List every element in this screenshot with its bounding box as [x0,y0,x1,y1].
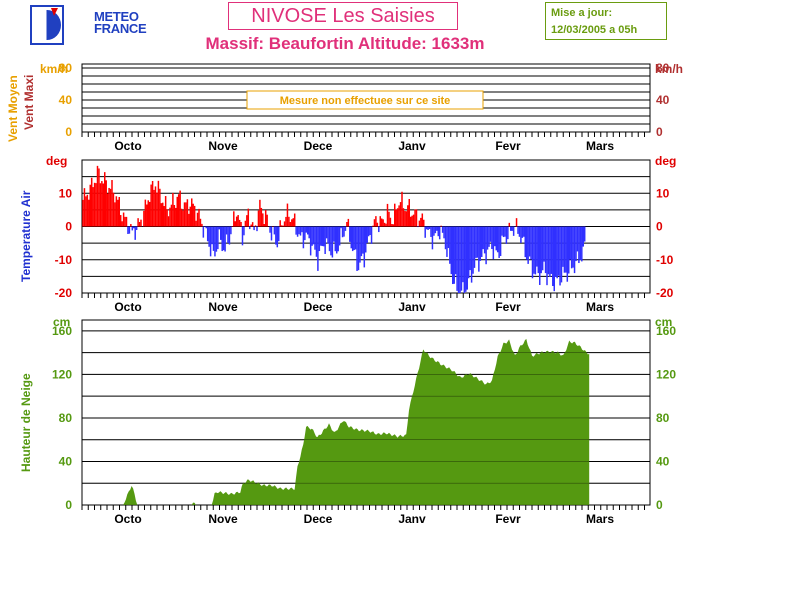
snow-tick-left: 40 [59,454,73,468]
wind-notice-text: Mesure non effectuee sur ce site [280,95,451,107]
snow-tick-right: 120 [656,367,676,381]
temp-panel: Octo Nove Dece Janv Fevr Mars -20 -20 -10 -10 0 0 10… [19,154,676,314]
snow-tick-left: 120 [52,367,72,381]
snow-ylabel: Hauteur de Neige [19,373,33,472]
wind-tick-left: 40 [59,93,73,107]
wind-month-label: Nove [208,139,238,153]
snow-panel: Octo Nove Dece Janv Fevr Mars 0 0 40 40 80 80 120 120… [19,315,676,526]
update-box: Mise a jour: 12/03/2005 a 05h [545,2,667,40]
wind-tick-left: 80 [59,61,73,75]
snow-tick-right: 0 [656,498,663,512]
logo-wordmark: METEO FRANCE [94,9,147,36]
snow-month-label: Octo [114,512,141,526]
temp-month-label: Mars [586,300,614,314]
station-title: NIVOSE Les Saisies [228,2,458,30]
snow-month-label: Nove [208,512,238,526]
snow-tick-left: 0 [65,498,72,512]
temp-month-label: Dece [304,300,333,314]
wind-ylabel-max: Vent Maxi [22,75,36,130]
logo-line-2: FRANCE [94,21,147,36]
temp-unit-left: deg [46,154,67,168]
wind-unit-left: km/h [40,62,68,76]
temp-month-label: Octo [114,300,141,314]
temp-unit-right: deg [655,154,676,168]
meteo-france-logo-icon [30,5,64,45]
temp-tick-right: 10 [656,186,670,200]
snow-tick-right: 80 [656,411,670,425]
temp-tick-right: -10 [656,253,674,267]
wind-month-label: Octo [114,139,141,153]
temp-ylabel: Temperature Air [19,190,33,282]
temp-tick-left: -20 [55,286,73,300]
temp-tick-left: 10 [59,186,73,200]
wind-month-label: Fevr [495,139,521,153]
wind-tick-left: 0 [65,125,72,139]
wind-tick-right: 80 [656,61,670,75]
snow-tick-right: 40 [656,454,670,468]
wind-month-label: Janv [398,139,426,153]
snow-tick-right: 160 [656,324,676,338]
wind-month-label: Dece [304,139,333,153]
wind-notice-box [246,90,484,110]
temp-month-label: Nove [208,300,238,314]
temp-month-label: Fevr [495,300,521,314]
temp-month-label: Janv [398,300,426,314]
temp-tick-left: -10 [55,253,73,267]
update-date: 12/03/2005 a 05h [551,24,638,36]
snow-unit-left: cm [53,315,70,329]
wind-month-label: Mars [586,139,614,153]
temp-tick-left: 0 [65,220,72,234]
snow-tick-left: 80 [59,411,73,425]
logo-line-1: METEO [94,9,139,24]
temp-tick-right: 0 [656,220,663,234]
snow-month-label: Fevr [495,512,521,526]
snow-unit-right: cm [655,315,672,329]
snow-tick-left: 160 [52,324,72,338]
wind-tick-right: 0 [656,125,663,139]
snow-month-label: Mars [586,512,614,526]
meteo-france-logo: METEO FRANCE [30,5,147,45]
snow-month-label: Janv [398,512,426,526]
snow-area [83,338,590,505]
update-label: Mise a jour: [551,7,613,19]
snow-month-label: Dece [304,512,333,526]
wind-tick-right: 40 [656,93,670,107]
temp-tick-right: -20 [656,286,674,300]
wind-ylabel-avg: Vent Moyen [6,75,20,142]
wind-unit-right: km/h [655,62,683,76]
station-subtitle: Massif: Beaufortin Altitude: 1633m [205,34,485,53]
